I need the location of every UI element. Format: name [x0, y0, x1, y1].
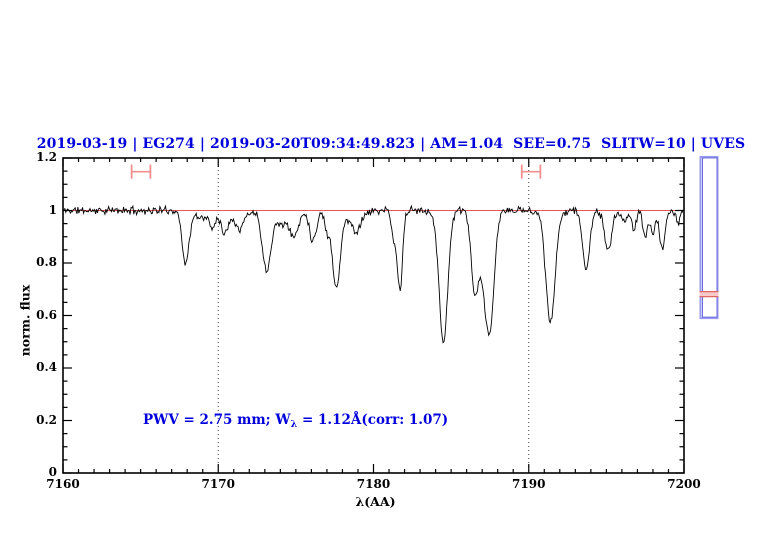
pwv-annotation-pre: PWV = 2.75 mm; W: [143, 412, 291, 428]
x-axis-label: λ(AA): [355, 494, 396, 509]
x-tick-label: 7160: [46, 477, 80, 491]
y-tick-label: 1: [48, 202, 57, 217]
x-tick-label: 7200: [667, 477, 701, 491]
plot-title: 2019-03-19 | EG274 | 2019-03-20T09:34:49…: [36, 136, 746, 152]
y-axis-label: norm. flux: [17, 284, 33, 357]
x-tick-label: 7190: [512, 477, 546, 491]
pwv-annotation-post: = 1.12Å(corr: 1.07): [297, 412, 449, 428]
y-tick-label: 0: [48, 465, 57, 479]
pwv-annotation-sub: λ: [290, 418, 298, 430]
x-tick-label: 7170: [201, 477, 235, 491]
y-tick-label: 0.4: [36, 360, 57, 374]
plot-frame: [62, 157, 685, 474]
y-tick-label: 0.8: [36, 255, 57, 269]
spectrum-line: [63, 204, 684, 344]
pwv-annotation: PWV = 2.75 mm; Wλ = 1.12Å(corr: 1.07): [143, 412, 448, 430]
pwv-range-markers: [130, 164, 542, 179]
y-tick-label: 1.2: [36, 150, 57, 164]
side-panel: [699, 155, 719, 320]
y-tick-label: 0.2: [36, 412, 57, 427]
x-tick-label: 7180: [356, 477, 391, 491]
y-tick-label: 0.6: [36, 307, 57, 322]
